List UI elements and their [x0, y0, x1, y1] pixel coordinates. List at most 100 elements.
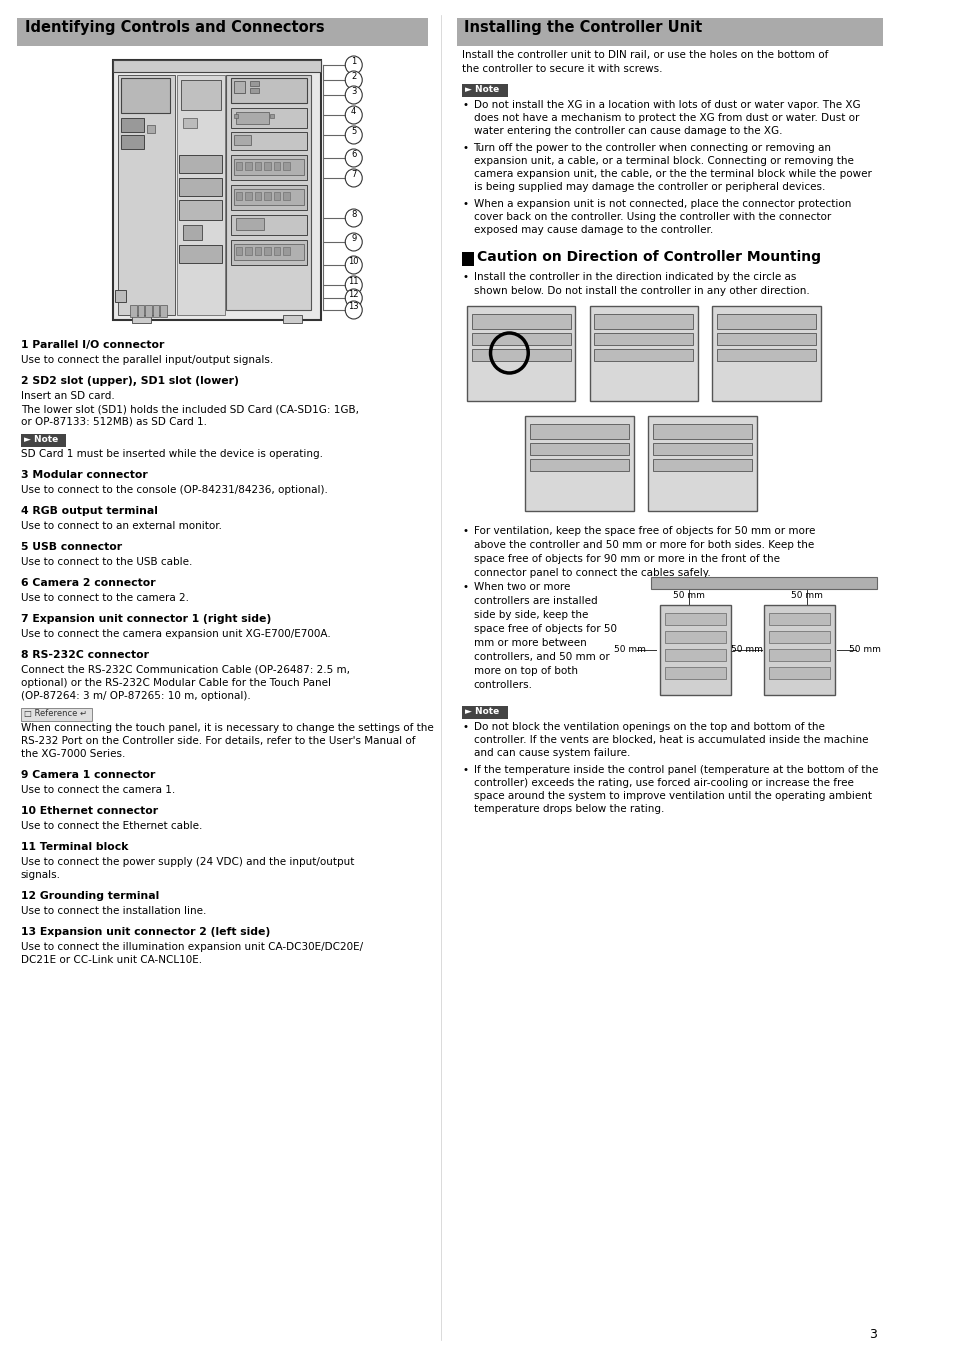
Text: •: •: [462, 582, 468, 593]
Text: Use to connect the camera 1.: Use to connect the camera 1.: [21, 784, 174, 795]
Text: 5: 5: [351, 127, 356, 136]
Bar: [179, 155, 221, 173]
Text: •: •: [462, 526, 468, 536]
Text: 3: 3: [351, 86, 356, 96]
Bar: [768, 649, 829, 662]
Text: 50 mm: 50 mm: [672, 591, 704, 599]
Text: 6 Camera 2 connector: 6 Camera 2 connector: [21, 578, 155, 589]
Bar: [254, 192, 261, 200]
Bar: [233, 81, 245, 93]
Bar: [179, 178, 221, 196]
Text: 2: 2: [351, 72, 356, 81]
Bar: [471, 315, 570, 329]
Bar: [245, 247, 252, 255]
Text: space free of objects for 90 mm or more in the front of the: space free of objects for 90 mm or more …: [473, 554, 779, 564]
Bar: [471, 333, 570, 346]
Bar: [283, 192, 290, 200]
Bar: [177, 76, 224, 315]
Text: Use to connect the installation line.: Use to connect the installation line.: [21, 906, 206, 917]
Bar: [21, 433, 66, 447]
Bar: [233, 113, 237, 117]
Bar: [179, 244, 221, 263]
Bar: [264, 192, 271, 200]
Bar: [160, 305, 167, 317]
Text: 50 mm: 50 mm: [848, 645, 880, 655]
Bar: [115, 290, 126, 302]
Bar: [113, 59, 320, 72]
Bar: [768, 613, 829, 625]
Text: above the controller and 50 mm or more for both sides. Keep the: above the controller and 50 mm or more f…: [473, 540, 813, 549]
Bar: [664, 613, 725, 625]
Bar: [264, 162, 271, 170]
Bar: [768, 667, 829, 679]
Text: 9: 9: [351, 234, 356, 243]
Text: Insert an SD card.: Insert an SD card.: [21, 392, 114, 401]
Bar: [132, 315, 151, 323]
Text: optional) or the RS-232C Modular Cable for the Touch Panel: optional) or the RS-232C Modular Cable f…: [21, 678, 331, 688]
Bar: [716, 350, 815, 360]
Bar: [594, 350, 693, 360]
Bar: [274, 162, 280, 170]
Bar: [231, 78, 306, 103]
Text: temperature drops below the rating.: temperature drops below the rating.: [473, 805, 663, 814]
Bar: [179, 200, 221, 220]
Text: signals.: signals.: [21, 869, 61, 880]
Text: the XG-7000 Series.: the XG-7000 Series.: [21, 749, 125, 759]
Text: ► Note: ► Note: [464, 85, 498, 94]
Text: shown below. Do not install the controller in any other direction.: shown below. Do not install the controll…: [473, 286, 808, 296]
Bar: [530, 424, 629, 439]
Bar: [594, 315, 693, 329]
Text: 8 RS-232C connector: 8 RS-232C connector: [21, 649, 149, 660]
Text: controllers are installed: controllers are installed: [473, 595, 597, 606]
Text: 2 SD2 slot (upper), SD1 slot (lower): 2 SD2 slot (upper), SD1 slot (lower): [21, 377, 238, 386]
Bar: [21, 707, 91, 721]
Text: •: •: [462, 198, 468, 209]
Text: Connect the RS-232C Communication Cable (OP-26487: 2.5 m,: Connect the RS-232C Communication Cable …: [21, 666, 350, 675]
Bar: [245, 162, 252, 170]
Bar: [283, 247, 290, 255]
Text: 3 Modular connector: 3 Modular connector: [21, 470, 148, 481]
Text: When connecting the touch panel, it is necessary to change the settings of the: When connecting the touch panel, it is n…: [21, 724, 433, 733]
Text: Do not install the XG in a location with lots of dust or water vapor. The XG: Do not install the XG in a location with…: [473, 100, 860, 109]
Text: When a expansion unit is not connected, place the connector protection: When a expansion unit is not connected, …: [473, 198, 850, 209]
Bar: [462, 252, 473, 266]
Text: camera expansion unit, the cable, or the the terminal block while the power: camera expansion unit, the cable, or the…: [473, 169, 870, 180]
Text: 7 Expansion unit connector 1 (right side): 7 Expansion unit connector 1 (right side…: [21, 614, 271, 624]
Text: (OP-87264: 3 m/ OP-87265: 10 m, optional).: (OP-87264: 3 m/ OP-87265: 10 m, optional…: [21, 691, 251, 701]
Bar: [137, 305, 144, 317]
Bar: [716, 315, 815, 329]
Bar: [231, 132, 306, 150]
Bar: [664, 649, 725, 662]
Text: Caution on Direction of Controller Mounting: Caution on Direction of Controller Mount…: [476, 250, 821, 265]
Circle shape: [345, 169, 362, 188]
Bar: [462, 706, 507, 720]
Text: •: •: [462, 271, 468, 282]
Bar: [768, 630, 829, 643]
Text: Use to connect to the camera 2.: Use to connect to the camera 2.: [21, 593, 189, 603]
Circle shape: [345, 256, 362, 274]
Bar: [254, 247, 261, 255]
Text: Use to connect to the console (OP-84231/84236, optional).: Use to connect to the console (OP-84231/…: [21, 485, 327, 495]
Text: Use to connect the parallel input/output signals.: Use to connect the parallel input/output…: [21, 355, 273, 364]
Text: water entering the controller can cause damage to the XG.: water entering the controller can cause …: [473, 126, 781, 136]
Bar: [462, 84, 507, 97]
Bar: [118, 76, 174, 315]
Text: 8: 8: [351, 211, 356, 219]
Text: 11: 11: [348, 277, 358, 286]
Bar: [17, 18, 428, 46]
Bar: [466, 306, 575, 401]
Text: does not have a mechanism to protect the XG from dust or water. Dust or: does not have a mechanism to protect the…: [473, 113, 858, 123]
Bar: [121, 117, 144, 132]
Bar: [274, 192, 280, 200]
Circle shape: [345, 126, 362, 144]
Text: 50 mm: 50 mm: [614, 645, 645, 655]
Text: more on top of both: more on top of both: [473, 666, 577, 676]
Bar: [647, 416, 756, 512]
Bar: [113, 59, 320, 320]
Text: 50 mm: 50 mm: [730, 645, 762, 655]
Bar: [233, 244, 303, 261]
Text: Use to connect to an external monitor.: Use to connect to an external monitor.: [21, 521, 221, 531]
Text: 10 Ethernet connector: 10 Ethernet connector: [21, 806, 157, 815]
Bar: [652, 424, 751, 439]
Bar: [712, 306, 820, 401]
